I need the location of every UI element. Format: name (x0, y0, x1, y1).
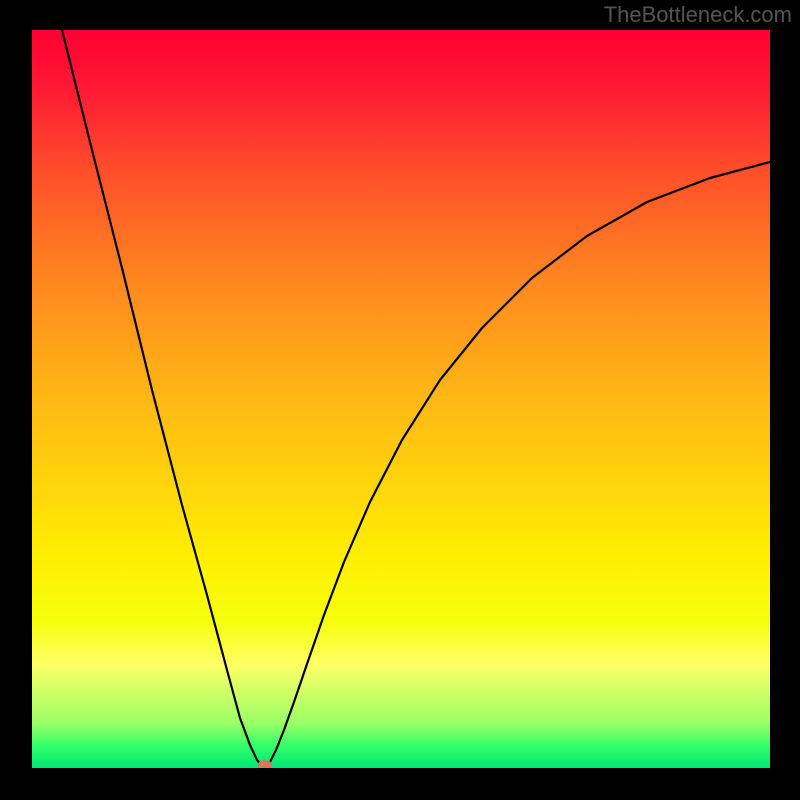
curve-right-branch (265, 162, 770, 768)
watermark-text: TheBottleneck.com (604, 2, 792, 28)
curve-left-branch (62, 30, 265, 768)
canvas: TheBottleneck.com (0, 0, 800, 800)
bottleneck-curve (32, 30, 770, 768)
optimum-marker (258, 760, 272, 768)
plot-area (32, 30, 770, 768)
